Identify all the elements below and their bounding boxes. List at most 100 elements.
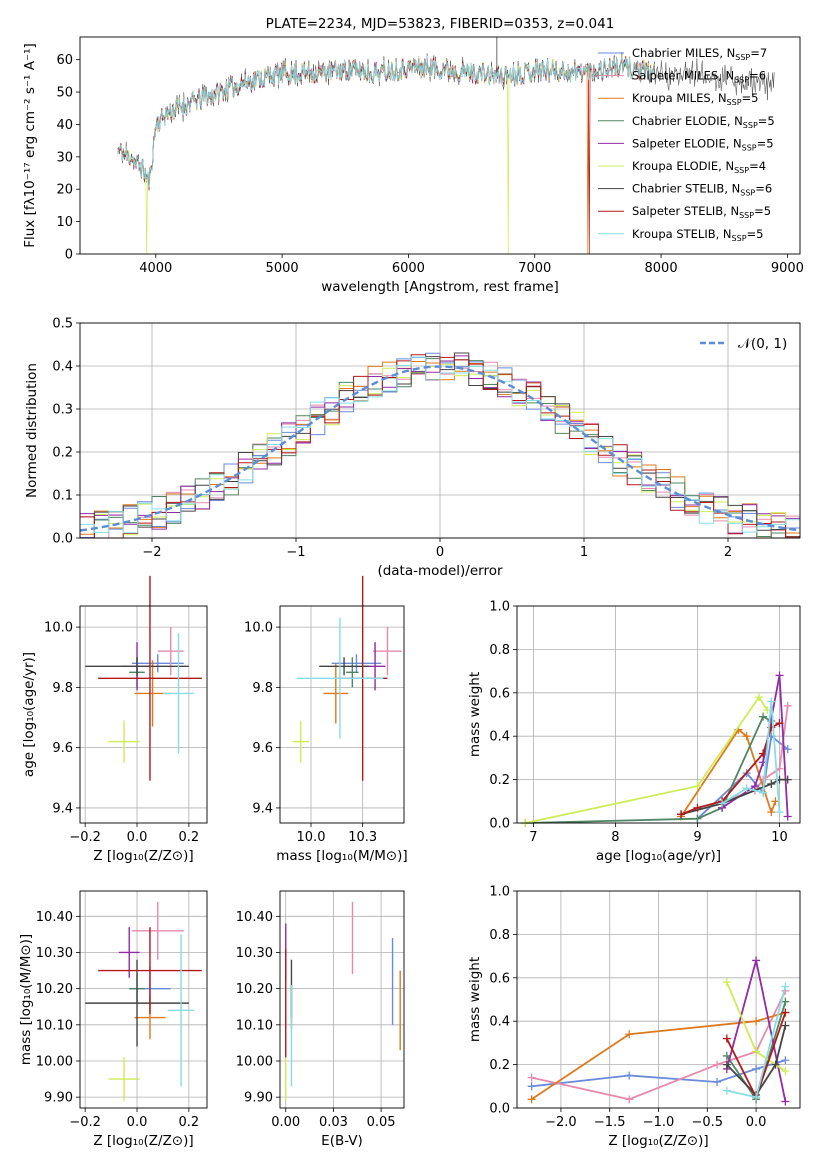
data-point [85, 959, 189, 1047]
y-tick-label: 0.4 [489, 730, 510, 745]
legend-value: =5 [757, 136, 774, 150]
y-tick-label: 10.00 [236, 1054, 273, 1069]
y-tick-label: 9.6 [252, 741, 273, 756]
weight-marker [783, 745, 792, 754]
y-tick-label: 0.2 [489, 1058, 510, 1073]
legend-subscript: SSP [742, 143, 757, 152]
x-tick-label: −1.0 [643, 1115, 675, 1130]
x-tick-label: −2 [142, 545, 161, 560]
y-tick-label: 0.2 [52, 446, 73, 461]
weight-marker [781, 982, 790, 991]
x-axis-label: Z [log₁₀(Z/Z⊙)] [608, 1133, 708, 1149]
weight-marker [527, 1073, 536, 1082]
data-point [108, 1057, 140, 1101]
y-tick-label: 9.90 [244, 1091, 273, 1106]
weight-marker [781, 1021, 790, 1030]
data-point [98, 927, 202, 1014]
axes-age_vs_Z: −0.2 0.0 0.2 9.4 9.6 9.8 10.0 Z [log₁₀(Z/Z⊙)] ag… [21, 575, 208, 864]
axes-frame [79, 322, 801, 539]
y-tick-label: 60 [56, 53, 73, 68]
y-tick-label: 0.0 [489, 817, 510, 832]
y-tick-label: 0.0 [489, 1102, 510, 1117]
x-tick-label: 0.00 [271, 1115, 300, 1130]
weight-marker [783, 701, 792, 710]
y-axis-label: Normed distribution [24, 363, 40, 498]
y-tick-label: 40 [56, 118, 73, 133]
weight-marker [677, 810, 686, 819]
x-tick-label: 0.0 [746, 1115, 767, 1130]
legend-subscript: SSP [732, 234, 747, 243]
data-point [108, 720, 140, 763]
x-tick-label: 10 [771, 830, 788, 845]
weight-marker [781, 1097, 790, 1106]
weight-line [525, 695, 768, 824]
data-point [157, 627, 184, 676]
y-tick-label: 9.4 [52, 801, 73, 816]
axes-weight_vs_age: 7 8 9 10 0.0 0.2 0.4 0.6 0.8 1.0 age [log₁₀(age/yr… [467, 600, 801, 864]
legend-subscript: SSP [743, 121, 758, 130]
weight-marker [625, 1095, 634, 1104]
weight-marker [759, 788, 768, 797]
legend-value: =5 [742, 91, 759, 105]
y-tick-label: 1.0 [489, 885, 510, 900]
data-point [346, 657, 359, 688]
weight-marker [781, 1008, 790, 1017]
weight-series [722, 982, 790, 1102]
axes-frame [79, 36, 801, 255]
data-point [131, 654, 184, 673]
y-tick-label: 10.10 [236, 1018, 273, 1033]
plot-area-weight_vs_age [521, 671, 792, 827]
data-point [296, 618, 384, 739]
y-tick-label: 0.3 [52, 403, 73, 418]
x-axis-label: Z [log₁₀(Z/Z⊙)] [93, 1133, 193, 1149]
weight-marker [767, 697, 776, 706]
y-tick-label: 0.4 [52, 360, 73, 375]
x-tick-label: 0.03 [319, 1115, 348, 1130]
legend-value: =6 [755, 182, 772, 196]
data-point [373, 627, 402, 676]
weight-marker [693, 782, 702, 791]
axes-weight_vs_Z: −2.0 −1.5 −1.0 −0.5 0.0 0.0 0.2 0.4 0.6 0.8 1.0 Z [… [467, 885, 801, 1149]
weight-marker [783, 775, 792, 784]
y-tick-label: 0.0 [52, 532, 73, 547]
data-point [85, 657, 189, 676]
y-tick-label: 50 [56, 86, 73, 101]
weight-marker [693, 803, 702, 812]
x-tick-label: 6000 [392, 261, 425, 276]
axes-frame [79, 605, 208, 824]
spectrum-line [117, 55, 655, 254]
weight-marker [775, 671, 784, 680]
axes-frame [516, 890, 801, 1109]
x-tick-label: 8000 [645, 261, 678, 276]
y-tick-label: 0.4 [489, 1015, 510, 1030]
weight-marker [713, 1077, 722, 1086]
weight-marker [775, 719, 784, 728]
x-tick-label: −0.2 [69, 830, 101, 845]
x-tick-label: 8 [611, 830, 619, 845]
x-tick-label: 7000 [518, 261, 551, 276]
spectrum-line [117, 55, 655, 188]
x-axis-label: E(B-V) [321, 1133, 363, 1149]
legend-subscript: SSP [734, 76, 749, 85]
weight-marker [722, 978, 731, 987]
x-axis-label: Z [log₁₀(Z/Z⊙)] [93, 848, 193, 864]
weight-marker [754, 693, 763, 702]
x-tick-label: 10.0 [297, 830, 326, 845]
plot-area-age_vs_Z [85, 575, 202, 781]
data-point [323, 663, 349, 724]
plot-area-age_vs_mass [292, 575, 402, 781]
y-tick-label: 10.0 [244, 621, 273, 636]
x-tick-label: 10.3 [348, 830, 377, 845]
y-tick-label: 30 [56, 150, 73, 165]
legend-label: 𝒩(0, 1) [738, 336, 787, 352]
weight-marker [767, 808, 776, 817]
data-point [331, 654, 382, 673]
plot-area-mass_vs_Z [85, 901, 202, 1101]
weight-line [531, 1011, 786, 1101]
x-tick-label: 9000 [771, 261, 804, 276]
weight-marker [781, 1067, 790, 1076]
spectrum-line [117, 55, 655, 254]
weight-marker [759, 712, 768, 721]
weight-marker [781, 1056, 790, 1065]
weight-series [722, 956, 790, 1106]
